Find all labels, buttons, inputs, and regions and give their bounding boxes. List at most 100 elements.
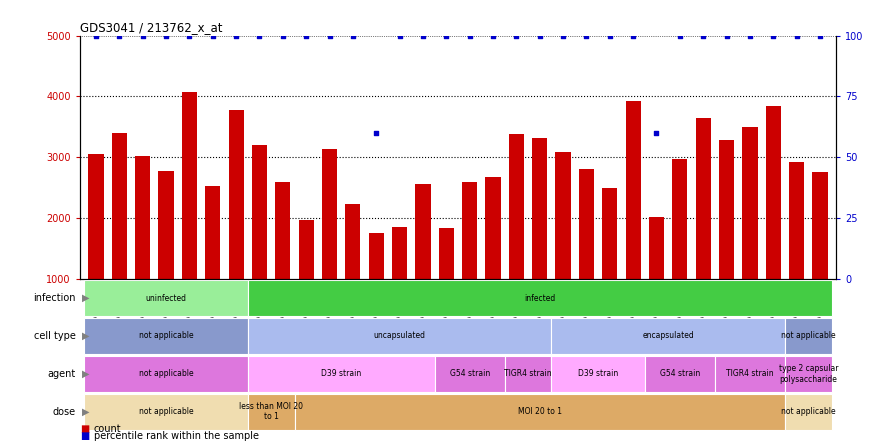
Bar bbox=[812, 172, 827, 340]
Point bbox=[509, 32, 523, 39]
Text: not applicable: not applicable bbox=[139, 332, 194, 341]
Point bbox=[533, 32, 547, 39]
Bar bbox=[322, 149, 337, 340]
Bar bbox=[743, 127, 758, 340]
Point bbox=[159, 32, 173, 39]
Bar bbox=[439, 228, 454, 340]
Text: GDS3041 / 213762_x_at: GDS3041 / 213762_x_at bbox=[80, 21, 222, 34]
Point bbox=[182, 32, 196, 39]
Text: TIGR4 strain: TIGR4 strain bbox=[504, 369, 552, 378]
Text: not applicable: not applicable bbox=[139, 407, 194, 416]
Bar bbox=[369, 234, 384, 340]
Point bbox=[696, 32, 711, 39]
Text: uninfected: uninfected bbox=[145, 293, 187, 302]
Bar bbox=[252, 145, 267, 340]
Text: uncapsulated: uncapsulated bbox=[373, 332, 426, 341]
Bar bbox=[275, 182, 290, 340]
Text: ▶: ▶ bbox=[82, 407, 89, 417]
Bar bbox=[789, 162, 804, 340]
Point bbox=[720, 32, 734, 39]
Bar bbox=[158, 171, 173, 340]
Text: infection: infection bbox=[34, 293, 76, 303]
Bar bbox=[392, 227, 407, 340]
FancyBboxPatch shape bbox=[248, 280, 832, 316]
Bar bbox=[205, 186, 220, 340]
Text: ▶: ▶ bbox=[82, 369, 89, 379]
Bar bbox=[112, 133, 127, 340]
Point bbox=[743, 32, 757, 39]
Bar bbox=[673, 159, 688, 340]
Bar bbox=[228, 110, 243, 340]
FancyBboxPatch shape bbox=[84, 393, 248, 430]
Point bbox=[112, 32, 127, 39]
Bar bbox=[766, 106, 781, 340]
Point bbox=[789, 32, 804, 39]
FancyBboxPatch shape bbox=[715, 356, 785, 392]
Bar bbox=[719, 140, 735, 340]
FancyBboxPatch shape bbox=[551, 356, 645, 392]
Point bbox=[556, 32, 570, 39]
FancyBboxPatch shape bbox=[295, 393, 785, 430]
Bar bbox=[415, 183, 430, 340]
Bar bbox=[181, 92, 197, 340]
Point bbox=[813, 32, 827, 39]
Point bbox=[299, 32, 313, 39]
Text: cell type: cell type bbox=[34, 331, 76, 341]
Text: encapsulated: encapsulated bbox=[643, 332, 694, 341]
Point bbox=[486, 32, 500, 39]
Point bbox=[135, 32, 150, 39]
FancyBboxPatch shape bbox=[248, 356, 435, 392]
FancyBboxPatch shape bbox=[504, 356, 551, 392]
Text: G54 strain: G54 strain bbox=[659, 369, 700, 378]
Text: dose: dose bbox=[53, 407, 76, 417]
FancyBboxPatch shape bbox=[84, 356, 248, 392]
Point bbox=[276, 32, 290, 39]
Point bbox=[252, 32, 266, 39]
Text: not applicable: not applicable bbox=[139, 369, 194, 378]
Text: percentile rank within the sample: percentile rank within the sample bbox=[94, 431, 258, 441]
FancyBboxPatch shape bbox=[645, 356, 715, 392]
Point bbox=[463, 32, 477, 39]
Text: ■: ■ bbox=[80, 424, 88, 434]
Text: TIGR4 strain: TIGR4 strain bbox=[726, 369, 773, 378]
Point bbox=[346, 32, 360, 39]
Bar bbox=[602, 188, 618, 340]
Text: less than MOI 20
to 1: less than MOI 20 to 1 bbox=[239, 402, 304, 421]
Text: type 2 capsular
polysaccharide: type 2 capsular polysaccharide bbox=[779, 364, 838, 384]
Text: infected: infected bbox=[524, 293, 556, 302]
Text: D39 strain: D39 strain bbox=[578, 369, 619, 378]
Text: not applicable: not applicable bbox=[781, 332, 835, 341]
Point bbox=[369, 129, 383, 136]
Point bbox=[393, 32, 407, 39]
Point bbox=[626, 32, 640, 39]
Bar bbox=[462, 182, 477, 340]
Bar bbox=[556, 152, 571, 340]
Text: MOI 20 to 1: MOI 20 to 1 bbox=[518, 407, 562, 416]
Text: ▶: ▶ bbox=[82, 331, 89, 341]
FancyBboxPatch shape bbox=[248, 318, 551, 354]
Text: agent: agent bbox=[48, 369, 76, 379]
Bar bbox=[298, 220, 314, 340]
Point bbox=[88, 32, 103, 39]
Bar bbox=[579, 169, 594, 340]
FancyBboxPatch shape bbox=[785, 393, 832, 430]
Bar bbox=[626, 101, 641, 340]
Text: ▶: ▶ bbox=[82, 293, 89, 303]
Bar bbox=[345, 204, 360, 340]
Text: G54 strain: G54 strain bbox=[450, 369, 489, 378]
Point bbox=[603, 32, 617, 39]
Point bbox=[416, 32, 430, 39]
Text: D39 strain: D39 strain bbox=[321, 369, 361, 378]
Point bbox=[229, 32, 243, 39]
FancyBboxPatch shape bbox=[248, 393, 295, 430]
Bar bbox=[135, 156, 150, 340]
Bar bbox=[509, 134, 524, 340]
Point bbox=[673, 32, 687, 39]
Bar bbox=[88, 154, 104, 340]
Text: not applicable: not applicable bbox=[781, 407, 835, 416]
Point bbox=[439, 32, 453, 39]
FancyBboxPatch shape bbox=[785, 318, 832, 354]
Point bbox=[580, 32, 594, 39]
Bar bbox=[649, 217, 664, 340]
FancyBboxPatch shape bbox=[785, 356, 832, 392]
